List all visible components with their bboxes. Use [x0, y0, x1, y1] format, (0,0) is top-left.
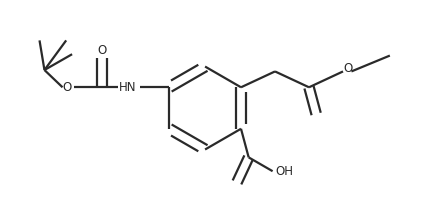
- Text: O: O: [344, 62, 353, 75]
- Text: HN: HN: [119, 81, 137, 94]
- Text: OH: OH: [275, 165, 294, 178]
- Text: O: O: [63, 81, 72, 94]
- Text: O: O: [97, 44, 107, 57]
